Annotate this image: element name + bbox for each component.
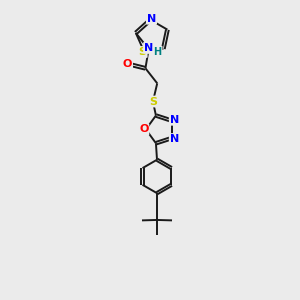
Text: S: S	[139, 47, 147, 57]
Text: N: N	[170, 134, 179, 144]
Text: H: H	[154, 46, 162, 57]
Text: O: O	[139, 124, 148, 134]
Text: N: N	[144, 43, 153, 53]
Text: N: N	[170, 115, 179, 125]
Text: O: O	[123, 59, 132, 70]
Text: S: S	[149, 97, 157, 106]
Text: N: N	[147, 14, 156, 24]
